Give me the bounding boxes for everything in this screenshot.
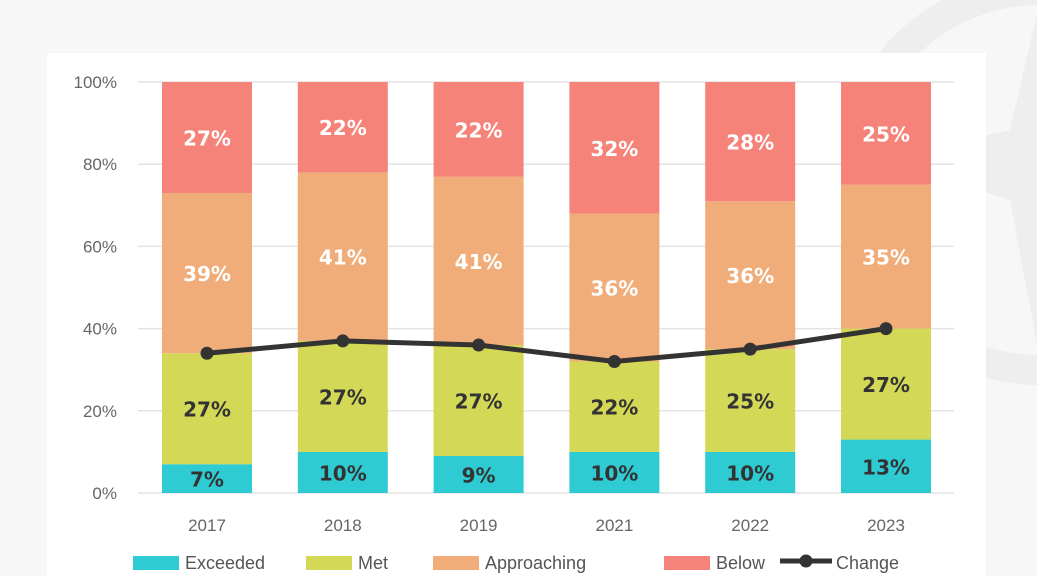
data-label: 36%: [726, 264, 774, 288]
bar-exceeded: [841, 439, 931, 493]
bar-met: [705, 349, 796, 452]
bar-exceeded: [297, 451, 388, 493]
data-label: 13%: [862, 455, 910, 479]
y-tick-label: 20%: [83, 402, 117, 421]
data-label: 10%: [319, 461, 367, 485]
bar-below: [162, 82, 252, 193]
legend-swatch: [133, 556, 179, 570]
bar-approaching: [705, 201, 796, 350]
bar-approaching: [162, 192, 252, 354]
data-label: 32%: [590, 137, 638, 161]
change-point: [743, 342, 757, 356]
change-point: [472, 338, 486, 352]
data-label: 27%: [455, 390, 503, 414]
data-label: 27%: [183, 126, 231, 150]
x-tick-label: 2022: [731, 516, 769, 535]
bar-exceeded: [162, 464, 252, 493]
bar-approaching: [433, 176, 524, 346]
change-point: [336, 334, 350, 348]
data-label: 10%: [590, 461, 638, 485]
legend-label: Change: [836, 553, 899, 573]
legend-swatch: [664, 556, 710, 570]
legend-label: Exceeded: [185, 553, 265, 573]
bar-approaching: [297, 172, 388, 341]
data-label: 27%: [862, 373, 910, 397]
data-label: 36%: [590, 277, 638, 301]
data-label: 22%: [590, 396, 638, 420]
data-label: 41%: [455, 250, 503, 274]
y-tick-label: 0%: [92, 484, 117, 503]
bar-exceeded: [705, 451, 796, 493]
y-tick-label: 60%: [83, 237, 117, 256]
data-label: 41%: [319, 246, 367, 270]
data-label: 7%: [190, 468, 224, 492]
legend-label: Below: [716, 553, 766, 573]
change-point: [607, 354, 621, 368]
bar-exceeded: [433, 456, 524, 493]
change-point: [879, 322, 893, 336]
data-label: 9%: [462, 464, 496, 488]
bar-met: [162, 353, 252, 465]
bar-approaching: [841, 184, 931, 329]
legend-marker-icon: [799, 554, 813, 568]
y-tick-label: 80%: [83, 155, 117, 174]
data-label: 35%: [862, 246, 910, 270]
x-tick-label: 2021: [595, 516, 633, 535]
legend-label: Approaching: [485, 553, 586, 573]
chart-card: 0% 20% 40% 60% 80% 100% 7% 27% 39% 27% 2017 10% 27% 4…: [47, 53, 986, 576]
legend-label: Met: [358, 553, 388, 573]
bar-met: [297, 340, 388, 452]
data-label: 27%: [319, 385, 367, 409]
bar-met: [433, 345, 524, 457]
data-label: 22%: [455, 118, 503, 142]
data-label: 25%: [726, 390, 774, 414]
bar-below: [705, 82, 796, 202]
bar-below: [433, 82, 524, 177]
bar-below: [841, 82, 931, 185]
bar-below: [297, 82, 388, 173]
data-label: 10%: [726, 461, 774, 485]
change-point: [200, 346, 214, 360]
change-line: [206, 326, 887, 364]
legend-swatch: [306, 556, 352, 570]
stacked-bar-chart: 0% 20% 40% 60% 80% 100% 7% 27% 39% 27% 2017 10% 27% 4…: [74, 73, 954, 573]
bar-below: [569, 82, 660, 214]
x-tick-label: 2018: [324, 516, 362, 535]
data-label: 28%: [726, 131, 774, 155]
bar-approaching: [569, 213, 660, 362]
y-tick-label: 40%: [83, 320, 117, 339]
data-label: 25%: [862, 122, 910, 146]
legend-swatch: [433, 556, 479, 570]
data-label: 39%: [183, 262, 231, 286]
data-label: 27%: [183, 398, 231, 422]
data-label: 22%: [319, 116, 367, 140]
bar-met: [841, 328, 931, 440]
bar-exceeded: [569, 451, 660, 493]
x-tick-label: 2017: [188, 516, 226, 535]
x-tick-label: 2019: [460, 516, 498, 535]
bar-met: [569, 361, 660, 452]
x-tick-label: 2023: [867, 516, 905, 535]
y-tick-label: 100%: [74, 73, 117, 92]
